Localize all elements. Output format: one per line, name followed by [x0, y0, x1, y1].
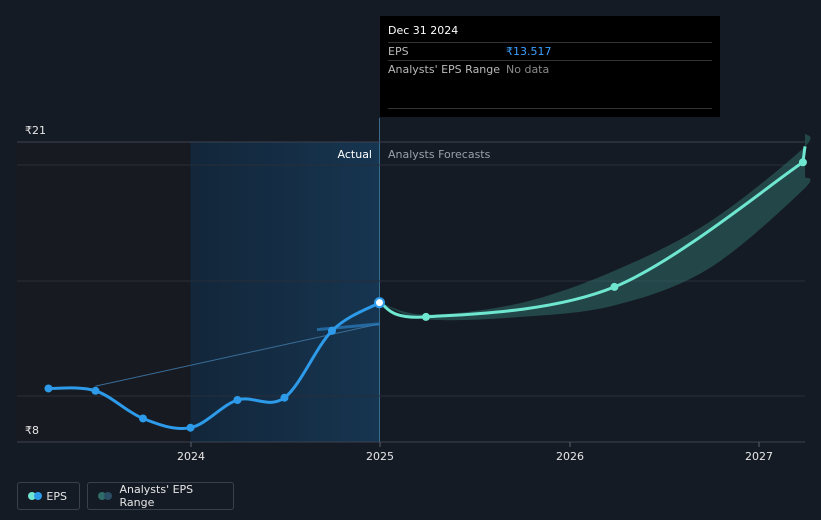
tooltip-range-label: Analysts' EPS Range [388, 63, 501, 76]
region-label-forecast: Analysts Forecasts [388, 148, 491, 161]
trend-line-thick [316, 322, 380, 332]
range-legend-icon [98, 492, 113, 500]
tooltip-eps-value: ₹13.517 [506, 45, 552, 58]
eps-actual-point[interactable] [373, 297, 385, 309]
past-region [17, 142, 191, 442]
eps-range-area [379, 133, 811, 321]
eps-forecast-line [378, 146, 807, 319]
eps-legend-icon [28, 492, 42, 500]
chart-background [17, 118, 380, 442]
tooltip-date: Dec 31 2024 [388, 24, 459, 37]
last-year-highlight [190, 142, 380, 442]
legend-range-button[interactable]: Analysts' EPS Range [87, 482, 234, 510]
legend-eps-button[interactable]: EPS [17, 482, 80, 510]
legend-eps-label: EPS [46, 489, 67, 503]
tooltip-range-row: Analysts' EPS Range No data [388, 60, 712, 78]
eps-forecast-point[interactable] [610, 282, 619, 291]
tooltip-range-value: No data [506, 63, 550, 76]
tooltip-divider [388, 108, 712, 109]
eps-actual-point[interactable] [233, 396, 242, 404]
eps-points[interactable] [44, 158, 807, 432]
eps-actual-line [48, 301, 381, 430]
x-tick-label: 2025 [366, 450, 394, 463]
x-tick-label: 2026 [556, 450, 584, 463]
forecast-range-band [379, 133, 811, 321]
eps-actual-point[interactable] [91, 386, 100, 395]
tooltip-eps-row: EPS ₹13.517 [388, 42, 712, 60]
tooltip-eps-label: EPS [388, 45, 409, 58]
eps-actual-point[interactable] [186, 423, 195, 432]
legend-range-label: Analysts' EPS Range [119, 483, 194, 509]
tooltip: Dec 31 2024 EPS ₹13.517 Analysts' EPS Ra… [380, 16, 720, 117]
eps-forecast-point[interactable] [798, 158, 807, 167]
x-tick-label: 2024 [177, 450, 205, 463]
eps-actual-point[interactable] [327, 326, 336, 335]
eps-actual-point[interactable] [44, 384, 53, 393]
region-label-actual: Actual [338, 148, 372, 161]
y-tick-label-bottom: ₹8 [25, 424, 39, 437]
x-tick-label: 2027 [745, 450, 773, 463]
eps-actual-point[interactable] [280, 393, 289, 402]
axis-labels: ₹21 ₹8 2024 2025 2026 2027 Actual Analysts Fore… [25, 124, 773, 463]
y-tick-label-top: ₹21 [25, 124, 46, 137]
eps-actual-point[interactable] [138, 414, 147, 423]
eps-forecast-point[interactable] [421, 312, 430, 321]
